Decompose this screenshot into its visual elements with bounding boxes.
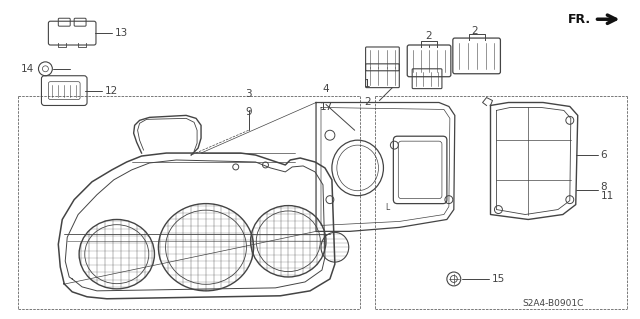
Text: 8: 8 <box>600 182 607 192</box>
Text: 2: 2 <box>471 26 478 36</box>
Text: 13: 13 <box>115 28 128 38</box>
Text: 11: 11 <box>600 191 614 201</box>
Text: S2A4-B0901C: S2A4-B0901C <box>522 299 584 308</box>
Text: 17: 17 <box>319 101 333 112</box>
Text: 14: 14 <box>21 64 35 74</box>
Text: FR.: FR. <box>568 13 591 26</box>
Text: 6: 6 <box>600 150 607 160</box>
Text: 12: 12 <box>105 85 118 96</box>
Text: 15: 15 <box>492 274 505 284</box>
Text: 3: 3 <box>245 89 252 99</box>
Text: 2: 2 <box>426 31 433 41</box>
Text: 1: 1 <box>364 78 371 89</box>
Text: 2: 2 <box>364 97 371 107</box>
Text: L: L <box>385 203 390 212</box>
Text: 9: 9 <box>245 108 252 117</box>
Text: 4: 4 <box>323 84 329 93</box>
